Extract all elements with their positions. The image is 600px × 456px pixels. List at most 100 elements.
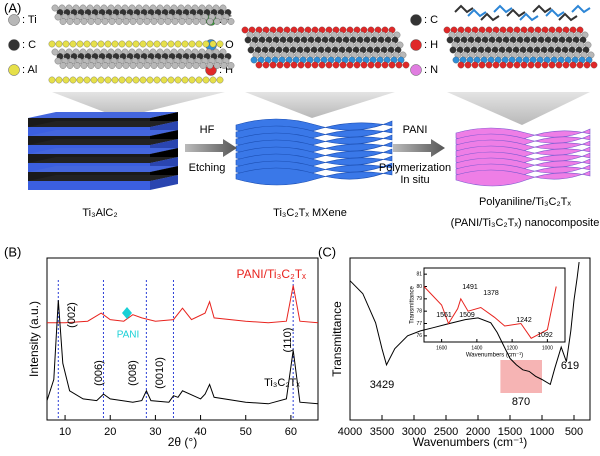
arrow-label: Etching xyxy=(189,162,226,174)
layer xyxy=(28,175,178,181)
atom xyxy=(216,76,224,84)
atom xyxy=(69,76,77,84)
atom xyxy=(87,62,95,69)
atom xyxy=(125,76,133,84)
layer xyxy=(28,148,178,154)
atom xyxy=(192,62,200,69)
atom xyxy=(464,61,472,69)
caption: Ti₃C₂Tₓ MXene xyxy=(273,207,347,219)
atom xyxy=(209,76,217,84)
atom xyxy=(188,40,196,48)
atom xyxy=(492,61,500,69)
atom xyxy=(136,62,144,69)
polymer-chain xyxy=(480,12,500,22)
peak-label: (008) xyxy=(127,360,139,386)
caption: Polyaniline/Ti₃C₂Tₓ xyxy=(479,196,571,208)
polymer-chain xyxy=(519,12,539,22)
atom xyxy=(346,61,354,69)
legend-text: : Al xyxy=(22,64,37,76)
x-axis-label: Wavenumbers (cm⁻¹) xyxy=(413,435,528,449)
atom xyxy=(185,18,193,25)
atom xyxy=(76,40,84,48)
y-tick-label: 78 xyxy=(416,308,422,314)
atom xyxy=(446,36,454,44)
atom xyxy=(583,61,591,69)
atom xyxy=(59,18,67,25)
inset-peak-label: 1092 xyxy=(537,332,553,339)
atom xyxy=(150,62,158,69)
atom xyxy=(227,18,235,25)
peak-label: 870 xyxy=(512,396,530,408)
atom xyxy=(443,26,451,34)
peak-label: (110) xyxy=(282,328,294,353)
polymer-chain xyxy=(571,4,591,14)
atom xyxy=(353,61,361,69)
atom xyxy=(125,40,133,48)
layer xyxy=(28,121,178,127)
marker-label: PANI xyxy=(117,330,140,341)
peak-label: (002) xyxy=(66,302,78,328)
atom xyxy=(195,40,203,48)
atom xyxy=(160,76,168,84)
atom xyxy=(276,61,284,69)
atom xyxy=(244,36,252,44)
atom xyxy=(108,18,116,25)
atom xyxy=(555,61,563,69)
atom xyxy=(59,62,67,69)
x-tick-label: 3500 xyxy=(370,426,394,438)
atom xyxy=(213,18,221,25)
atom xyxy=(94,62,102,69)
y-axis-label: Transmittance xyxy=(330,301,344,377)
atom xyxy=(118,40,126,48)
inset-line xyxy=(423,286,557,339)
atom xyxy=(206,18,214,25)
atom xyxy=(143,18,151,25)
inset-peak-label: 1378 xyxy=(483,290,499,297)
atom xyxy=(220,18,228,25)
atom xyxy=(150,18,158,25)
polymer-chain xyxy=(493,4,513,14)
arrow-label: PANI xyxy=(403,124,428,136)
legend-text: : C xyxy=(22,39,36,51)
atom xyxy=(101,62,109,69)
atom xyxy=(452,56,460,64)
legend-text: : H xyxy=(424,39,438,51)
atom xyxy=(395,61,403,69)
atom xyxy=(367,61,375,69)
atom xyxy=(318,61,326,69)
inset-y-label: Transmittance xyxy=(410,285,416,323)
layer-side xyxy=(28,181,150,190)
atom xyxy=(94,18,102,25)
arrow-label: HF xyxy=(200,124,215,136)
atom xyxy=(325,61,333,69)
atom xyxy=(122,62,130,69)
y-axis-label: Intensity (a.u.) xyxy=(27,301,41,377)
atom xyxy=(241,26,249,34)
atom xyxy=(146,40,154,48)
atom xyxy=(54,13,62,21)
atom xyxy=(54,57,62,65)
atom xyxy=(55,76,63,84)
atom xyxy=(192,18,200,25)
layer xyxy=(28,166,178,172)
atom xyxy=(220,62,228,69)
polymer-chain xyxy=(467,8,487,18)
atom xyxy=(83,76,91,84)
y-tick-label: 77 xyxy=(416,321,422,327)
arrow xyxy=(185,139,237,157)
atom xyxy=(304,61,312,69)
atom xyxy=(167,40,175,48)
legend-atom xyxy=(410,14,422,26)
plot-frame xyxy=(46,257,319,421)
atom xyxy=(122,18,130,25)
atom xyxy=(136,18,144,25)
y-tick-label: 76 xyxy=(416,333,422,339)
atom xyxy=(164,62,172,69)
peak-label: 619 xyxy=(561,360,579,372)
atom xyxy=(171,62,179,69)
atom xyxy=(73,18,81,25)
atom xyxy=(167,76,175,84)
legend-atom xyxy=(410,64,422,76)
x-tick-label: 60 xyxy=(285,426,297,438)
